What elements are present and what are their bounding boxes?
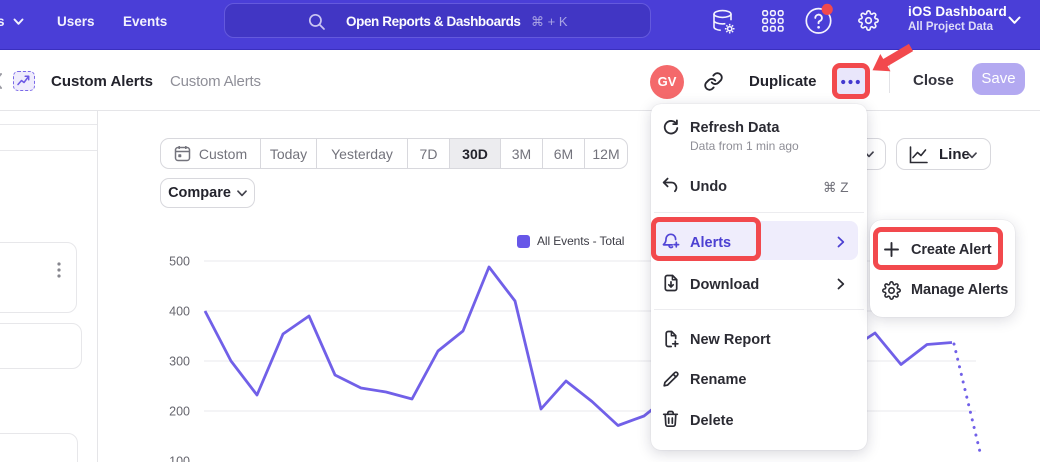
svg-text:300: 300 — [169, 355, 190, 369]
svg-text:100: 100 — [169, 455, 190, 462]
svg-text:200: 200 — [169, 405, 190, 419]
svg-text:400: 400 — [169, 305, 190, 319]
svg-text:500: 500 — [169, 255, 190, 269]
